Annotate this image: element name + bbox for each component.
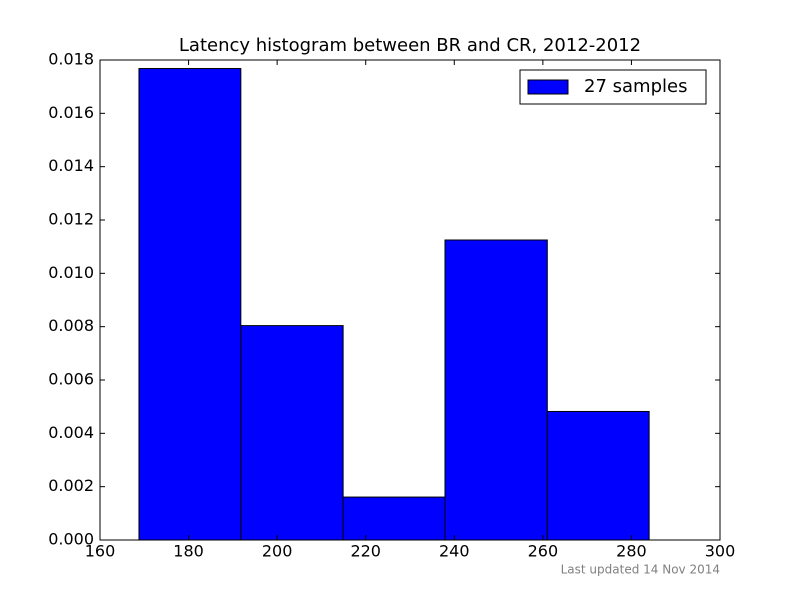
chart-title: Latency histogram between BR and CR, 201… (179, 35, 641, 56)
y-tick-label: 0.012 (48, 210, 94, 229)
x-tick-label: 180 (173, 542, 204, 561)
y-tick-label: 0.006 (48, 370, 94, 389)
bar (138, 68, 242, 541)
bar (546, 410, 650, 541)
bar (240, 325, 344, 541)
y-tick-label: 0.004 (48, 423, 94, 442)
y-tick-label: 0.002 (48, 476, 94, 495)
y-tick-label: 0.018 (48, 50, 94, 69)
y-tick-label: 0.008 (48, 316, 94, 335)
x-tick-label: 220 (350, 542, 381, 561)
plot-frame (99, 59, 721, 541)
y-tick-label: 0.010 (48, 263, 94, 282)
bar (342, 496, 446, 541)
legend-label: 27 samples (584, 76, 687, 97)
x-tick-label: 240 (439, 542, 470, 561)
annotation: Last updated 14 Nov 2014 (561, 563, 720, 577)
x-tick-label: 280 (616, 542, 647, 561)
y-tick-label: 0.016 (48, 103, 94, 122)
x-tick-label: 260 (528, 542, 559, 561)
x-tick-label: 300 (705, 542, 736, 561)
y-tick-label: 0.014 (48, 156, 94, 175)
legend-swatch (527, 79, 569, 95)
x-tick-label: 160 (85, 542, 116, 561)
bar (444, 239, 548, 541)
y-tick-label: 0.000 (48, 530, 94, 549)
x-tick-label: 200 (262, 542, 293, 561)
